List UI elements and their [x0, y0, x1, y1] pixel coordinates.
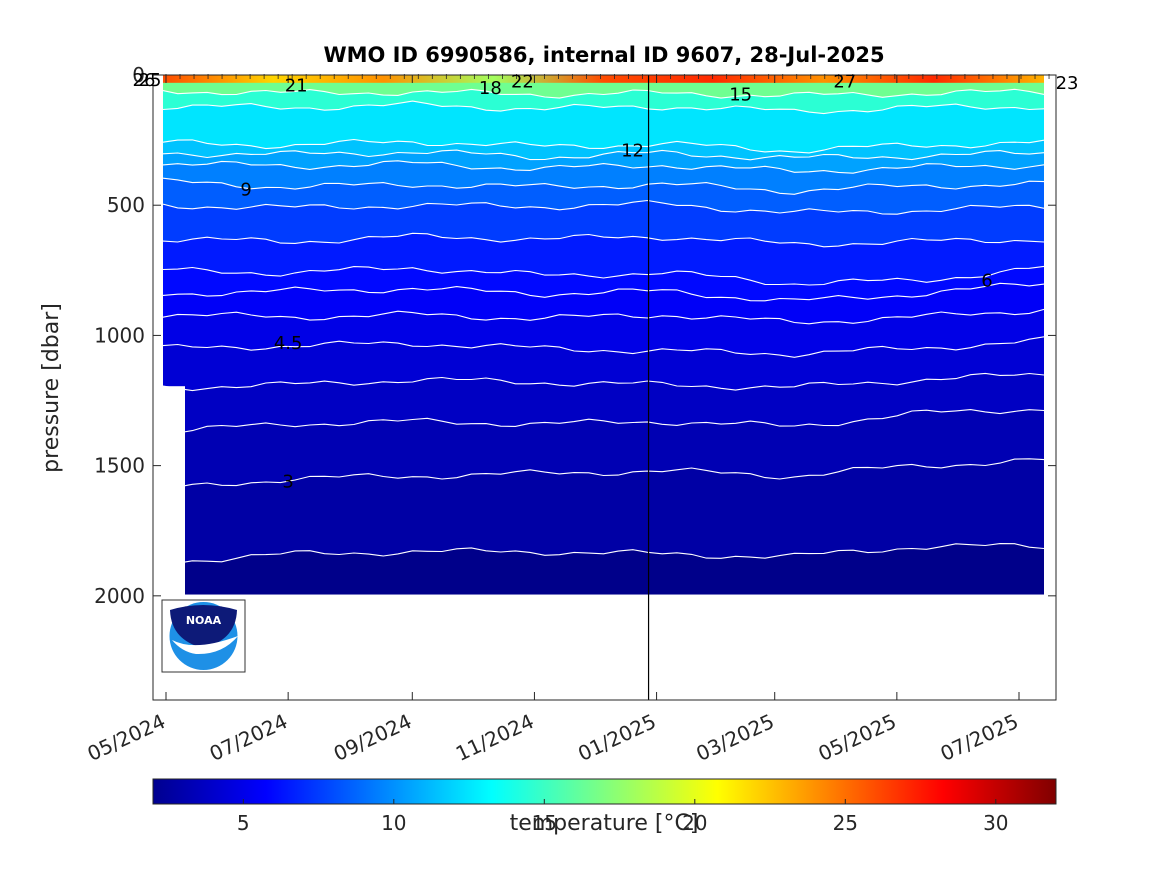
contour-label: 15: [729, 85, 752, 106]
colorbar: 5 10 15 20 25 30 temperature [°C]: [152, 778, 1057, 836]
noaa-bird-icon: [170, 605, 237, 648]
isotherm-5.5: [162, 282, 1045, 302]
isotherm-14: [162, 100, 1045, 115]
contour-label: 21: [285, 75, 308, 96]
colorbar-label: temperature [°C]: [510, 811, 699, 836]
isotherm-11: [162, 149, 1045, 161]
isotherm-10: [162, 160, 1045, 174]
colorbar-gradient: [152, 778, 1057, 805]
gap-below: [153, 594, 1056, 700]
colorbar-tick-label: 20: [682, 811, 707, 835]
isotherm-4.5: [162, 336, 1045, 358]
plot-area: [153, 75, 1056, 700]
contour-label: 6: [981, 271, 992, 292]
isotherm-7: [162, 232, 1045, 248]
contour-label: 9: [240, 180, 251, 201]
isotherm-5: [162, 308, 1045, 325]
contour-label: 22: [511, 72, 534, 93]
band-surface: [163, 75, 1044, 83]
colorbar-tick-label: 5: [237, 811, 250, 835]
x-tick-label: 07/2025: [937, 709, 1022, 766]
y-tick-label: 0: [132, 63, 145, 87]
contour-label: 12: [621, 141, 644, 162]
colorbar-ticks: 5 10 15 20 25 30: [237, 799, 1009, 835]
x-tick-label: 09/2024: [330, 709, 415, 766]
isotherm-4: [162, 372, 1045, 392]
isotherm-2.6: [162, 543, 1045, 564]
y-axis-label: pressure [dbar]: [39, 303, 64, 473]
contour-label: 27: [833, 72, 856, 93]
contour-label: 3: [282, 471, 293, 492]
isotherm-8: [162, 199, 1045, 215]
contour-label: 18: [479, 78, 502, 99]
colorbar-tick-label: 10: [381, 811, 406, 835]
data-gaps: [153, 75, 1056, 700]
noaa-logo: NOAA: [161, 599, 246, 673]
y-tick-label: 1000: [94, 323, 145, 347]
isotherm-16: [162, 88, 1045, 99]
isotherm-12: [162, 138, 1045, 154]
temperature-bands: [163, 75, 1044, 596]
x-tick-label: 07/2024: [206, 709, 291, 766]
isotherm-3.5: [162, 409, 1045, 434]
isotherm-9: [162, 177, 1045, 195]
isotherm-lines: [162, 88, 1045, 564]
x-tick-label: 11/2024: [452, 709, 537, 766]
gap-right: [1044, 75, 1056, 700]
x-tick-label: 05/2025: [814, 709, 899, 766]
colorbar-tick-label: 15: [532, 811, 557, 835]
contour-label: 4.5: [274, 333, 303, 354]
y-tick-label: 500: [107, 193, 145, 217]
x-tick-label: 03/2025: [692, 709, 777, 766]
contour-label: 26: [133, 70, 156, 91]
contour-label: 23: [1056, 73, 1079, 94]
colorbar-tick-label: 25: [833, 811, 858, 835]
noaa-logo-wordmark: NOAA: [186, 614, 222, 627]
chart-title: WMO ID 6990586, internal ID 9607, 28-Jul…: [323, 43, 884, 67]
x-tick-label: 01/2025: [574, 709, 659, 766]
x-tick-label: 05/2024: [84, 709, 169, 766]
y-axis-ticks: 0 500 1000 1500 2000: [94, 63, 1056, 608]
isotherm-6: [162, 265, 1045, 286]
colorbar-tick-label: 30: [983, 811, 1008, 835]
y-tick-label: 1500: [94, 454, 145, 478]
isotherm-3: [162, 458, 1045, 488]
y-tick-label: 2000: [94, 584, 145, 608]
contour-label: 25: [139, 70, 162, 91]
plot-frame: [152, 74, 1057, 701]
